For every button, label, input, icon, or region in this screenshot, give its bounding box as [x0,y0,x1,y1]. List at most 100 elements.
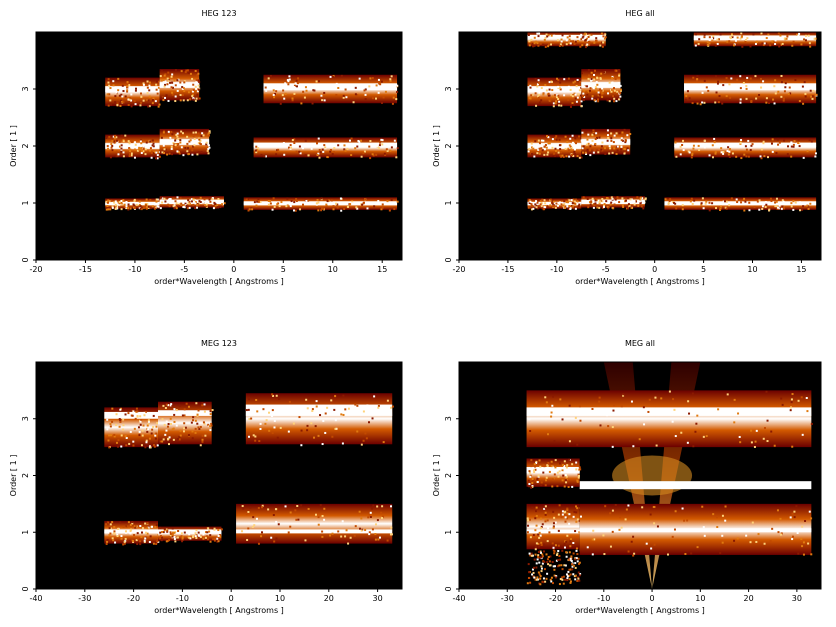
band-speckle [591,197,594,200]
band-speckle [174,540,177,543]
band-speckle [198,534,201,537]
band-speckle [577,474,580,477]
band-speckle [169,534,172,537]
band-speckle [129,523,132,526]
band-speckle [574,207,577,210]
band-speckle [371,417,374,420]
band-speckle [790,205,793,208]
band-speckle [539,42,542,45]
band-speckle [580,33,583,36]
chart-title: MEG 123 [201,339,237,348]
band-speckle [620,199,623,202]
band-speckle [531,482,534,485]
band-speckle [209,410,212,413]
band-speckle [540,87,543,90]
band-speckle [614,504,617,507]
band-speckle [167,404,170,407]
band-speckle [148,437,151,440]
band-speckle [541,202,544,205]
band-speckle [191,430,194,433]
band-speckle [802,205,805,208]
band-speckle [167,99,170,102]
band-speckle [364,198,367,201]
band-speckle [689,200,692,203]
band-speckle [550,80,553,83]
band-speckle [105,523,108,526]
band-speckle [810,422,813,425]
band-speckle [199,201,202,204]
band-speckle [160,136,163,139]
band-speckle [174,137,177,140]
band-speckle [156,205,159,208]
band-speckle [134,207,137,210]
band-speckle [565,43,568,46]
band-speckle [111,407,114,410]
band-speckle [626,206,629,209]
band-speckle [614,198,617,201]
band-speckle [590,71,593,74]
band-speckle [717,101,720,104]
band-speckle [579,515,582,518]
band-speckle [723,200,726,203]
band-speckle [578,156,581,159]
band-speckle [556,39,559,42]
band-speckle [386,539,389,542]
band-speckle [552,205,555,208]
band-speckle [617,82,620,85]
band-speckle [808,510,811,513]
band-speckle [173,531,176,534]
band-speckle [807,34,810,37]
band-speckle [550,460,553,463]
band-speckle [625,508,628,511]
band-speckle [332,151,335,154]
band-speckle [202,537,205,540]
band-speckle [753,445,756,448]
band-speckle [161,197,164,200]
band-speckle [245,513,248,516]
band-speckle [574,80,577,83]
band-speckle [382,96,385,99]
band-speckle [533,155,536,158]
band-speckle [531,93,534,96]
band-speckle [170,75,173,78]
band-speckle [546,35,549,38]
band-speckle [386,200,389,203]
band-speckle [625,199,628,202]
band-speckle [257,542,260,545]
band-speckle [133,204,136,207]
band-speckle [374,533,377,536]
band-speckle [595,37,598,40]
noise-speckle [549,555,552,558]
band-speckle [533,469,536,472]
band-speckle [554,102,557,105]
band-speckle [205,141,208,144]
band-speckle [133,100,136,103]
band-speckle [576,443,579,446]
band-speckle [606,134,609,137]
band-speckle [139,207,142,210]
band-speckle [526,531,529,534]
band-speckle [333,147,336,150]
x-tick-label: -15 [79,265,92,274]
band-speckle [708,154,711,157]
band-speckle [610,196,613,199]
band-speckle [733,539,736,542]
band-speckle [267,199,270,202]
band-speckle [584,32,587,35]
band-speckle [358,77,361,80]
y-tick-label: 0 [444,586,453,591]
band-speckle [180,70,183,73]
band-speckle [555,149,558,152]
band-speckle [787,92,790,95]
band-speckle [303,96,306,99]
band-speckle [597,98,600,101]
band-speckle [170,86,173,89]
band-speckle [192,535,195,538]
band-speckle [557,513,560,516]
band-speckle [337,530,340,533]
band-speckle [378,144,381,147]
band-speckle [610,135,613,138]
band-speckle [115,441,118,444]
band-speckle [561,34,564,37]
